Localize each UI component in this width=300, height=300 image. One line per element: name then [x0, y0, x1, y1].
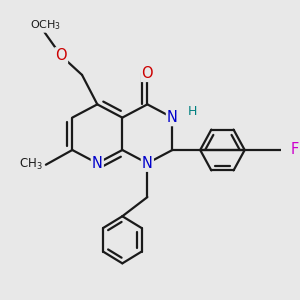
Text: N: N: [142, 156, 153, 171]
Text: CH$_3$: CH$_3$: [20, 157, 43, 172]
Text: O: O: [56, 48, 67, 63]
Text: N: N: [92, 156, 103, 171]
Text: H: H: [188, 105, 197, 118]
Text: OCH$_3$: OCH$_3$: [30, 18, 62, 32]
Text: N: N: [167, 110, 178, 125]
Text: O: O: [142, 66, 153, 81]
Text: F: F: [291, 142, 299, 158]
